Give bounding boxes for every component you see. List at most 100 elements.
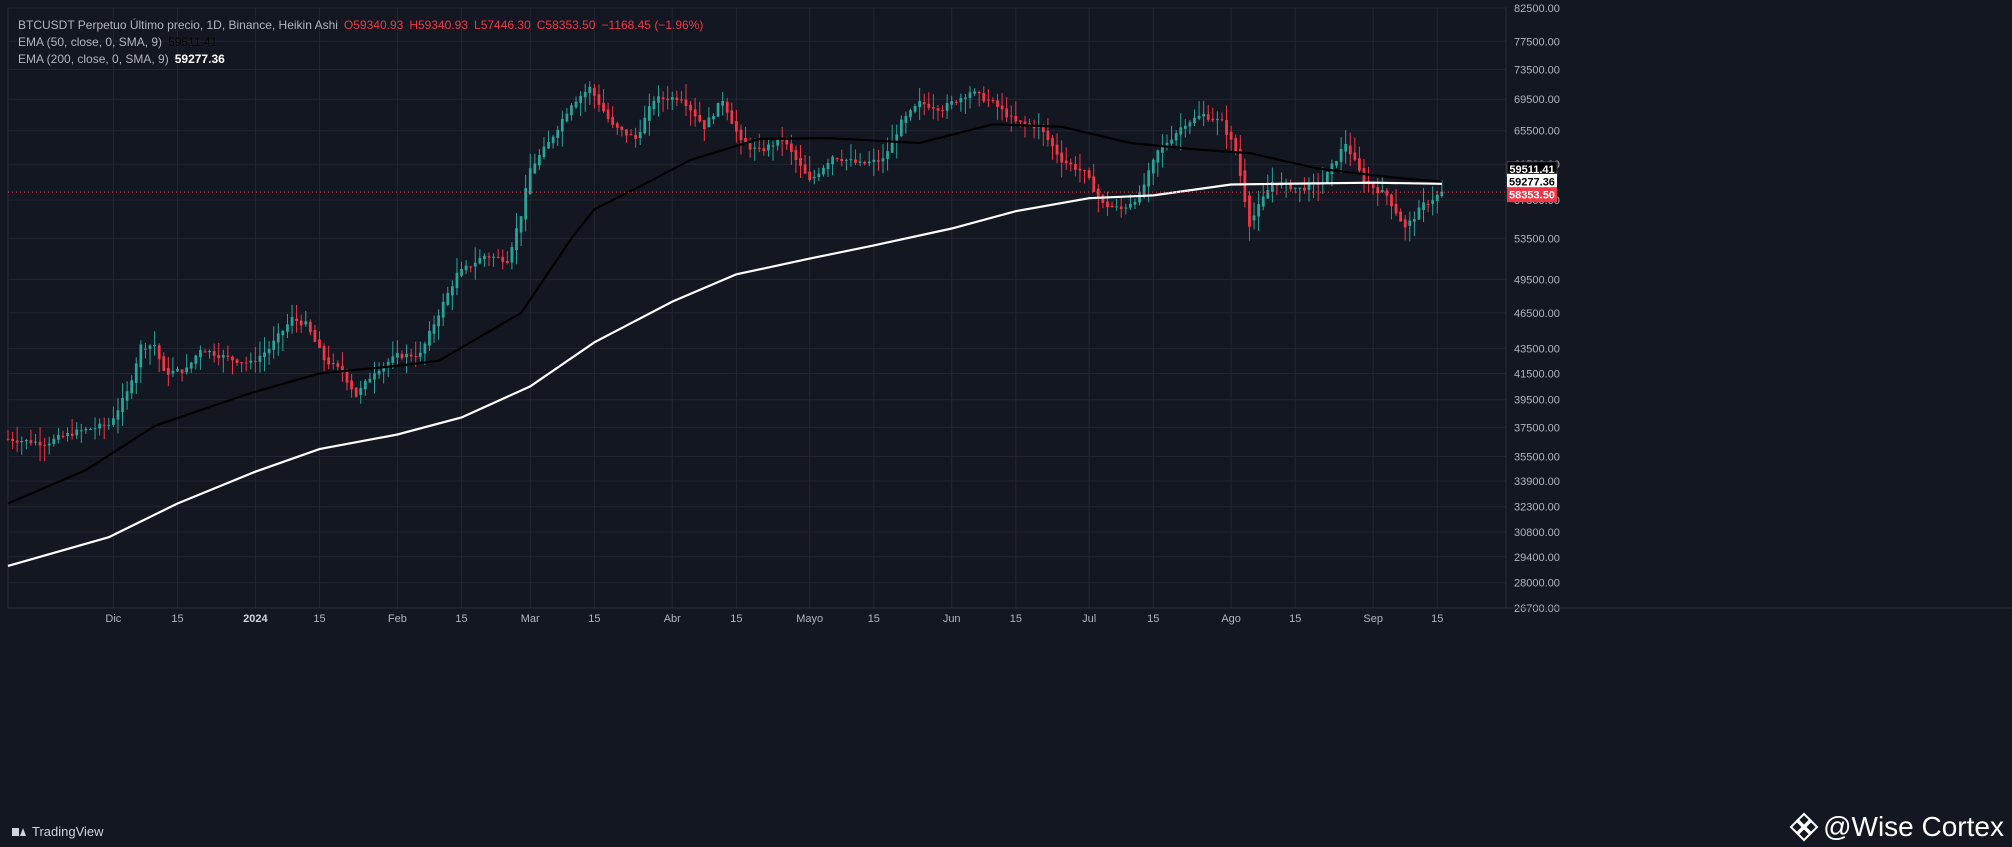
- legend-high: H59340.93: [409, 18, 469, 32]
- x-tick-label: 15: [1010, 613, 1022, 625]
- candle: [982, 86, 986, 104]
- candle: [203, 348, 207, 353]
- candle: [66, 427, 69, 442]
- candle: [505, 251, 509, 265]
- tradingview-brand[interactable]: TradingView: [12, 824, 104, 839]
- candle-body: [1303, 187, 1306, 191]
- candle-body: [391, 356, 395, 363]
- candle-body: [345, 371, 349, 383]
- candle: [249, 352, 253, 370]
- candle: [1339, 137, 1343, 174]
- candle: [432, 315, 436, 343]
- candle: [739, 124, 743, 155]
- candle: [1046, 118, 1050, 147]
- candle: [904, 111, 908, 134]
- candle-body: [1055, 144, 1059, 155]
- candle: [831, 155, 834, 176]
- candle-body: [973, 91, 976, 94]
- candle: [1399, 208, 1403, 222]
- candle-body: [950, 101, 954, 105]
- candle: [615, 121, 619, 135]
- y-tick-label: 33900.00: [1514, 476, 1560, 488]
- candle: [446, 286, 450, 307]
- candle: [240, 361, 244, 373]
- candle-body: [666, 98, 670, 101]
- candle-body: [487, 256, 491, 258]
- candle-body: [1220, 119, 1224, 121]
- candle-body: [931, 107, 935, 109]
- candle-body: [1270, 182, 1274, 192]
- candle-body: [858, 161, 862, 163]
- candle: [767, 139, 770, 157]
- candle: [941, 105, 944, 118]
- candle-body: [460, 268, 463, 276]
- candle-body: [991, 100, 995, 102]
- candle-body: [93, 428, 97, 430]
- candle: [684, 84, 688, 117]
- candle: [1403, 215, 1407, 241]
- candle: [418, 341, 422, 362]
- candle-body: [1261, 196, 1265, 207]
- candle: [1197, 101, 1201, 121]
- candle: [528, 153, 532, 195]
- candle-body: [180, 369, 184, 374]
- candle: [721, 91, 725, 116]
- candle-body: [1005, 108, 1009, 118]
- candle: [1110, 201, 1114, 208]
- candle-body: [423, 343, 427, 354]
- legend-ema200-row[interactable]: EMA (200, close, 0, SMA, 9) 59277.36: [18, 51, 703, 68]
- candle-body: [840, 158, 844, 162]
- x-tick-label: Ago: [1221, 613, 1241, 625]
- watermark: @Wise Cortex: [1789, 811, 2004, 843]
- candle-body: [299, 320, 303, 326]
- candle-body: [1156, 150, 1160, 163]
- candle: [437, 309, 440, 340]
- candle: [254, 346, 257, 373]
- candle: [625, 129, 628, 143]
- candle: [70, 419, 74, 440]
- candle-body: [162, 356, 166, 371]
- candle: [1307, 177, 1311, 202]
- candle-body: [606, 109, 610, 119]
- candle-body: [680, 99, 683, 101]
- candle: [1417, 200, 1421, 220]
- candle: [226, 345, 230, 362]
- candle: [185, 354, 189, 375]
- candle-body: [1248, 195, 1251, 227]
- candle-body: [1041, 125, 1045, 133]
- candle-body: [698, 114, 702, 122]
- candle-body: [780, 139, 784, 141]
- y-tick-label: 32300.00: [1514, 502, 1560, 514]
- candle: [272, 326, 276, 359]
- candle-body: [684, 99, 688, 107]
- candle-body: [1124, 207, 1128, 209]
- candle-body: [789, 143, 793, 152]
- x-tick-label: 15: [313, 613, 325, 625]
- candle: [551, 134, 555, 149]
- candle-body: [194, 355, 198, 364]
- candle: [964, 93, 967, 115]
- candle: [1371, 182, 1375, 195]
- legend-ema50-row[interactable]: EMA (50, close, 0, SMA, 9) 59511.41: [18, 34, 703, 51]
- candle-body: [57, 435, 60, 440]
- x-tick-label: Sep: [1363, 613, 1383, 625]
- candle: [1216, 111, 1219, 136]
- candle: [1238, 135, 1242, 186]
- candle-body: [501, 256, 505, 263]
- candle-body: [808, 171, 812, 180]
- candle: [276, 323, 280, 356]
- candle: [844, 158, 848, 171]
- candle-body: [968, 92, 972, 98]
- candle: [1133, 198, 1137, 210]
- candle-body: [560, 118, 564, 132]
- candle-body: [1325, 171, 1329, 183]
- candle-body: [831, 156, 834, 165]
- candle-body: [1028, 123, 1031, 125]
- candle-body: [221, 355, 225, 358]
- candle: [428, 321, 431, 351]
- candle-body: [1440, 191, 1444, 197]
- candle-body: [24, 439, 28, 442]
- candle: [162, 352, 166, 372]
- candle: [377, 362, 381, 379]
